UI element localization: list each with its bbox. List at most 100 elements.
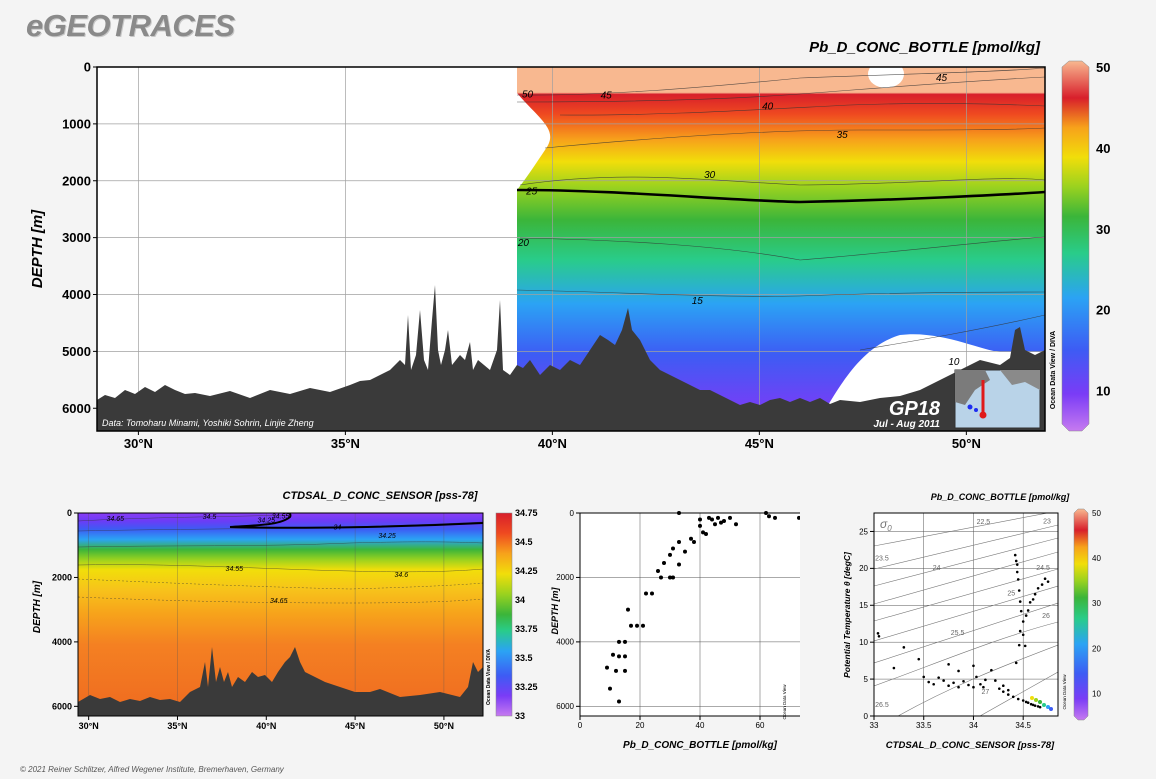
salinity-x-tick-label: 40°N xyxy=(256,721,276,731)
colorbar-tick-label: 30 xyxy=(1096,222,1110,237)
profile-point xyxy=(704,531,708,536)
ts-point xyxy=(892,666,896,670)
ts-point xyxy=(990,668,993,672)
salinity-x-tick-label: 45°N xyxy=(345,721,365,731)
data-gap-surface xyxy=(868,67,904,88)
profile-point xyxy=(689,536,693,541)
salinity-contour-label: 34.65 xyxy=(270,598,288,605)
ts-y-tick-label: 20 xyxy=(859,564,868,573)
profile-point xyxy=(650,591,654,596)
ts-point xyxy=(1033,592,1037,596)
ts-point xyxy=(947,684,950,688)
profile-x-label: Pb_D_CONC_BOTTLE [pmol/kg] xyxy=(623,740,778,751)
isopycnal-label: 22.5 xyxy=(977,519,991,526)
ts-point xyxy=(984,678,987,682)
ts-point xyxy=(1036,586,1040,590)
profile-y-tick-label: 0 xyxy=(570,509,575,518)
ts-point xyxy=(922,675,926,679)
odv-credit: Ocean Data View / DIVA xyxy=(1050,331,1057,409)
isopycnal-label: 24 xyxy=(933,565,941,572)
ts-point xyxy=(1028,601,1032,604)
profile-point xyxy=(617,639,621,644)
ts-point xyxy=(1033,704,1037,707)
profile-point xyxy=(764,511,768,515)
main-colorbar xyxy=(1061,60,1090,432)
ts-point xyxy=(876,632,880,635)
ts-point xyxy=(937,676,940,679)
profile-odv-credit: Ocean Data View xyxy=(782,684,787,720)
main-title: Pb_D_CONC_BOTTLE [pmol/kg] xyxy=(809,39,1041,56)
profile-point xyxy=(656,569,660,573)
ts-point xyxy=(1001,690,1005,693)
ts-y-tick-label: 5 xyxy=(864,675,869,684)
egeotraces-logo: eGEOTRACES xyxy=(26,8,235,43)
profile-point xyxy=(692,540,696,544)
salinity-contour-label: 34.5 xyxy=(203,514,217,521)
contour-label: 15 xyxy=(692,296,704,307)
salinity-colorbar-tick-label: 33.5 xyxy=(515,653,533,663)
profile-point xyxy=(668,552,672,557)
main-y-tick-label: 1000 xyxy=(62,116,91,131)
main-y-tick-label: 2000 xyxy=(62,173,91,188)
ts-point xyxy=(1021,699,1025,702)
profile-point xyxy=(635,623,639,628)
main-y-label: DEPTH [m] xyxy=(29,209,46,288)
ts-point xyxy=(917,657,921,661)
isopycnal-label: 26 xyxy=(1042,613,1050,620)
ts-point xyxy=(967,683,970,687)
isopycnal-label: 27 xyxy=(981,689,989,696)
ts-point xyxy=(1014,559,1018,563)
contour-label: 25 xyxy=(525,186,538,197)
main-x-tick-label: 50°N xyxy=(952,436,981,451)
main-x-tick-label: 40°N xyxy=(538,436,567,451)
profile-x-tick-label: 0 xyxy=(578,721,583,730)
contour-label: 20 xyxy=(517,238,530,249)
salinity-colorbar-tick-label: 34.75 xyxy=(515,508,538,518)
data-source: Data: Tomoharu Minami, Yoshiki Sohrin, L… xyxy=(102,418,314,428)
salinity-colorbar-tick-label: 33.75 xyxy=(515,624,538,634)
ts-point xyxy=(1021,633,1025,637)
contour-25-bold xyxy=(516,188,1045,204)
ts-x-tick-label: 33 xyxy=(870,721,879,730)
ts-point xyxy=(972,685,975,689)
profile-y-label: DEPTH [m] xyxy=(550,586,560,634)
ts-point xyxy=(1043,577,1047,580)
ts-point xyxy=(1015,570,1019,574)
salinity-odv-credit: Ocean Data View / DIVA xyxy=(486,649,492,705)
ts-y-label: Potential Temperature θ [degC] xyxy=(842,551,852,678)
isopycnal-labels: 22.5 23 23.5 24 24.5 25 25.5 26 26.5 27 xyxy=(875,518,1051,709)
profile-point xyxy=(701,530,705,535)
ts-point xyxy=(1013,553,1017,557)
isopycnal-label: 25 xyxy=(1007,591,1015,598)
contour-label: 30 xyxy=(704,170,716,181)
profile-x-tick-label: 60 xyxy=(756,721,765,730)
section-name: GP18 xyxy=(889,398,941,420)
salinity-section-chart: 34.65 34.5 34.5534.253434.2534.5534.634.65… xyxy=(32,490,538,731)
salinity-contour-label: 34 xyxy=(333,525,341,532)
profile-point xyxy=(623,639,627,644)
ts-colorbar xyxy=(1073,508,1089,721)
profile-point xyxy=(683,549,687,554)
contour-label: 10 xyxy=(948,357,960,368)
ts-odv-credit: Ocean Data View xyxy=(1062,674,1067,710)
ts-point xyxy=(982,685,985,689)
isopycnal-label: 26.5 xyxy=(875,702,889,709)
profile-point xyxy=(698,517,702,522)
ts-colorbar-tick-label: 40 xyxy=(1092,554,1101,563)
profile-point xyxy=(719,520,723,525)
profile-point xyxy=(605,665,609,670)
ts-point xyxy=(1006,693,1010,696)
isopycnal-label: 25.5 xyxy=(951,630,965,637)
profile-point xyxy=(623,668,627,673)
profile-point xyxy=(617,699,621,704)
ts-point xyxy=(1016,697,1020,701)
profile-point xyxy=(677,540,681,544)
ts-point xyxy=(1024,700,1028,704)
profile-point xyxy=(608,686,612,691)
bathymetry xyxy=(97,285,1045,431)
ts-point xyxy=(1017,589,1021,592)
ts-point xyxy=(1021,620,1025,623)
salinity-bathymetry xyxy=(78,647,483,716)
profile-point xyxy=(797,515,800,520)
